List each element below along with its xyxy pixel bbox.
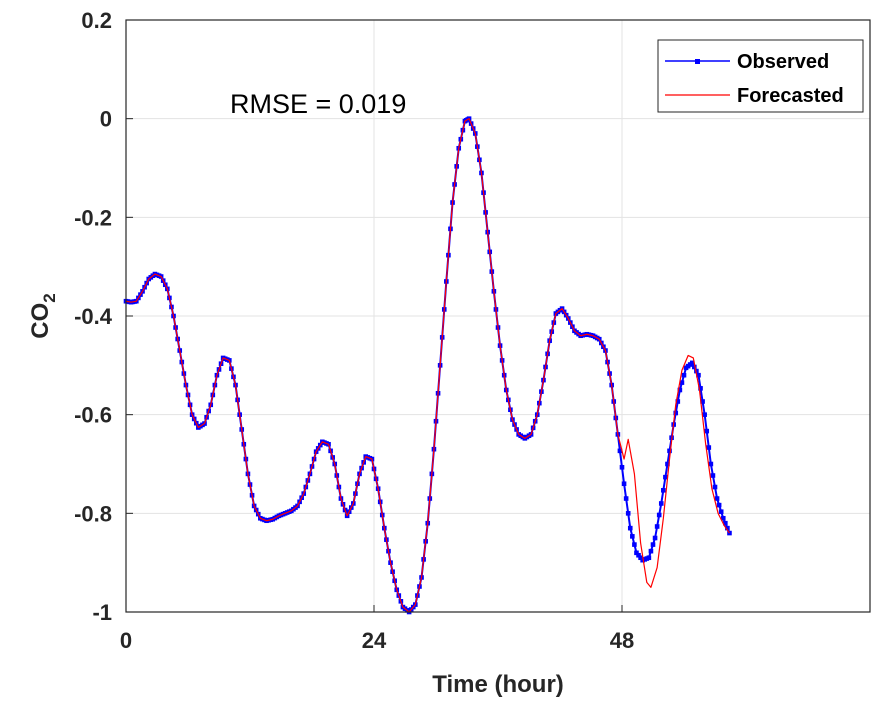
observed-point [679, 380, 685, 385]
observed-point [723, 520, 728, 526]
y-tick-label: -0.6 [74, 403, 112, 428]
legend-observed-marker [695, 59, 700, 64]
observed-point [675, 399, 681, 404]
observed-point [692, 364, 697, 370]
observed-point [689, 360, 695, 366]
observed-point [658, 501, 664, 506]
observed-point [625, 511, 631, 516]
observed-point [619, 464, 625, 470]
observed-point [665, 461, 670, 467]
observed-point [648, 548, 654, 554]
observed-point [714, 496, 720, 501]
observed-point [650, 542, 656, 547]
observed-point [652, 535, 658, 541]
y-tick-label: -1 [92, 600, 112, 625]
observed-point [700, 399, 705, 404]
observed-point [698, 386, 703, 391]
observed-point [632, 542, 637, 547]
observed-point [720, 515, 726, 521]
observed-point [617, 448, 623, 454]
y-tick-label: 0.2 [81, 8, 112, 33]
observed-point [636, 552, 641, 558]
ticks: 0.2 0 -0.2 -0.4 -0.6 -0.8 -1 0 24 48 [74, 8, 634, 653]
svg-text:CO2: CO2 [27, 293, 59, 338]
observed-point [630, 534, 635, 539]
observed-point [696, 372, 701, 378]
observed-point [725, 525, 730, 531]
y-tick-label: 0 [100, 107, 112, 132]
y-tick-label: -0.8 [74, 501, 112, 526]
forecasted-line [125, 118, 730, 613]
observed-point [706, 445, 712, 450]
x-tick-label: 24 [362, 628, 387, 653]
legend-forecasted-label: Forecasted [737, 85, 844, 107]
observed-point [654, 524, 660, 529]
observed-point [646, 555, 652, 561]
observed-point [663, 474, 668, 480]
observed-point [621, 481, 627, 487]
y-axis-label-subscript: 2 [40, 293, 59, 302]
observed-point [677, 387, 683, 393]
y-tick-label: -0.4 [74, 304, 113, 329]
y-axis-label: CO2 [27, 293, 59, 338]
observed-point [708, 461, 714, 467]
observed-point [681, 372, 687, 378]
observed-point [656, 512, 662, 518]
observed-point [704, 428, 710, 434]
observed-point [702, 412, 707, 417]
rmse-annotation: RMSE = 0.019 [230, 89, 406, 119]
y-tick-label: -0.2 [74, 205, 112, 230]
observed-point [667, 448, 672, 454]
observed-point [638, 555, 643, 561]
observed-point [634, 550, 639, 556]
observed-point [627, 525, 633, 531]
x-tick-label: 0 [120, 628, 132, 653]
observed-point [661, 488, 666, 493]
legend-observed-label: Observed [737, 51, 829, 73]
observed-point [718, 509, 724, 514]
legend: Observed Forecasted [657, 39, 864, 113]
x-tick-label: 48 [610, 628, 634, 653]
observed-point [712, 484, 718, 490]
observed-point [623, 496, 629, 501]
observed-point [710, 473, 716, 478]
legend-box [657, 39, 864, 113]
observed-point [716, 502, 722, 508]
y-axis-label-main: CO [27, 303, 54, 339]
observed-point [673, 410, 679, 416]
x-axis-label: Time (hour) [432, 671, 564, 698]
